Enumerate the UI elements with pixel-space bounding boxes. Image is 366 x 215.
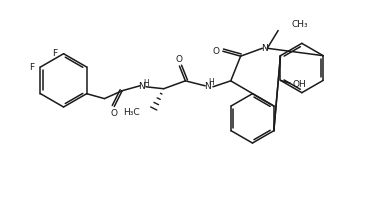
Text: N: N (139, 82, 145, 91)
Text: N: N (204, 82, 210, 91)
Text: CH₃: CH₃ (292, 20, 309, 29)
Text: H: H (208, 78, 214, 87)
Text: OH: OH (292, 80, 306, 89)
Text: O: O (176, 55, 183, 64)
Text: F: F (29, 63, 34, 72)
Text: O: O (111, 109, 118, 118)
Text: H₃C: H₃C (123, 108, 140, 117)
Text: O: O (212, 47, 220, 56)
Text: H: H (143, 79, 149, 88)
Text: N: N (261, 44, 268, 53)
Text: F: F (52, 49, 57, 58)
